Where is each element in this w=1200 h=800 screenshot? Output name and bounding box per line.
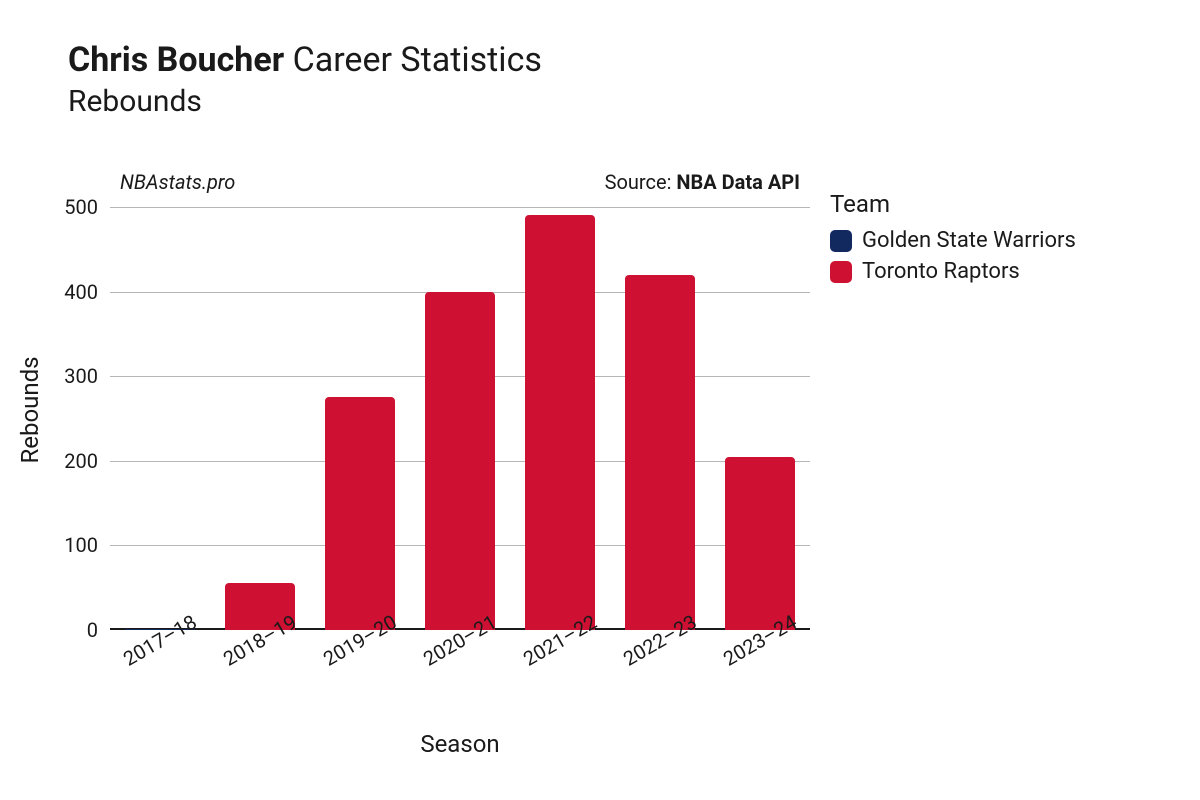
source-annotation: Source: NBA Data API — [605, 170, 800, 194]
legend-label: Golden State Warriors — [862, 228, 1076, 253]
bar — [725, 457, 795, 630]
legend-label: Toronto Raptors — [862, 259, 1020, 284]
site-annotation: NBAstats.pro — [120, 170, 235, 194]
y-axis-label: Rebounds — [16, 356, 44, 463]
ytick-label: 200 — [64, 449, 98, 473]
bar — [625, 275, 695, 630]
ytick-label: 300 — [64, 364, 98, 388]
legend-title: Team — [830, 190, 1076, 218]
ytick-label: 500 — [64, 195, 98, 219]
legend-swatch — [830, 261, 852, 283]
plot-area: NBAstats.pro Source: NBA Data API 010020… — [110, 190, 810, 630]
xtick-label: 2017–18 — [119, 610, 201, 671]
gridline — [110, 207, 810, 208]
bar — [425, 292, 495, 630]
bar — [325, 397, 395, 630]
legend-item: Toronto Raptors — [830, 259, 1076, 284]
bar — [525, 215, 595, 630]
ytick-label: 100 — [64, 533, 98, 557]
legend-swatch — [830, 230, 852, 252]
plot-wrap: Rebounds Season NBAstats.pro Source: NBA… — [0, 0, 1200, 800]
ytick-label: 400 — [64, 280, 98, 304]
x-axis-label: Season — [420, 730, 499, 758]
ytick-label: 0 — [87, 618, 98, 642]
legend-item: Golden State Warriors — [830, 228, 1076, 253]
legend: Team Golden State Warriors Toronto Raptor… — [830, 190, 1076, 284]
